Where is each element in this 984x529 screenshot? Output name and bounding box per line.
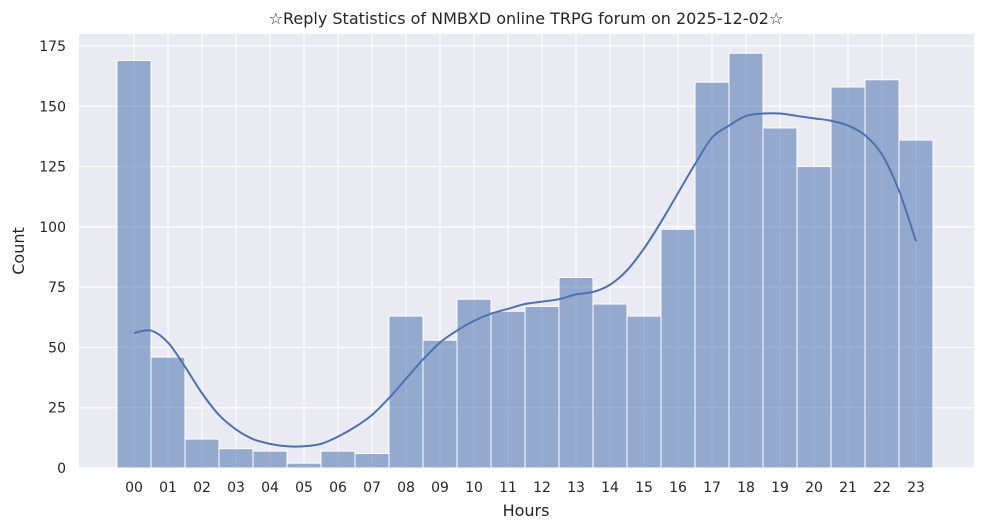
x-tick-label-09: 09 — [431, 480, 449, 496]
kde-curve — [133, 112, 917, 448]
x-tick-label-14: 14 — [601, 480, 619, 496]
bar-19 — [762, 127, 798, 469]
bar-16 — [660, 228, 696, 469]
x-tick-label-18: 18 — [737, 480, 755, 496]
bar-20 — [796, 166, 832, 469]
chart-title: ☆Reply Statistics of NMBXD online TRPG f… — [269, 9, 784, 28]
x-tick-label-02: 02 — [193, 480, 211, 496]
bar-08 — [388, 315, 424, 469]
bar-17 — [694, 81, 730, 469]
bar-06 — [320, 450, 356, 469]
x-tick-label-05: 05 — [295, 480, 313, 496]
x-axis-label: Hours — [503, 501, 550, 520]
bar-01 — [150, 356, 186, 469]
y-tick-label: 0 — [57, 461, 66, 477]
x-tick-label-04: 04 — [261, 480, 279, 496]
bar-02 — [184, 438, 220, 469]
x-tick-label-20: 20 — [805, 480, 823, 496]
x-tick-label-06: 06 — [329, 480, 347, 496]
bars — [116, 52, 934, 469]
bar-12 — [524, 305, 560, 469]
y-tick-label: 75 — [48, 280, 66, 296]
bar-11 — [490, 310, 526, 469]
x-tick-label-13: 13 — [567, 480, 585, 496]
x-tick-label-22: 22 — [873, 480, 891, 496]
x-tick-label-03: 03 — [227, 480, 245, 496]
y-axis-label: Count — [9, 227, 28, 275]
bar-21 — [830, 86, 866, 469]
bar-04 — [252, 450, 288, 469]
x-tick-label-15: 15 — [635, 480, 653, 496]
bar-10 — [456, 298, 492, 469]
bar-05 — [286, 462, 322, 469]
x-tick-label-01: 01 — [159, 480, 177, 496]
y-tick-label: 100 — [39, 220, 66, 236]
y-tick-label: 50 — [48, 340, 66, 356]
bar-13 — [558, 276, 594, 469]
y-tick-labels: 0 25 50 75 100 125 150 175 — [39, 39, 66, 477]
bar-03 — [218, 448, 254, 469]
y-tick-label: 150 — [39, 99, 66, 115]
x-tick-label-23: 23 — [907, 480, 925, 496]
x-tick-label-07: 07 — [363, 480, 381, 496]
x-tick-label-19: 19 — [771, 480, 789, 496]
bar-15 — [626, 315, 662, 469]
y-tick-label: 125 — [39, 160, 66, 176]
bar-00 — [116, 59, 152, 469]
x-tick-label-16: 16 — [669, 480, 687, 496]
x-tick-label-11: 11 — [499, 480, 517, 496]
x-tick-label-08: 08 — [397, 480, 415, 496]
bar-07 — [354, 453, 390, 469]
x-tick-labels: 00 01 02 03 04 05 06 07 08 09 10 11 12 13 14 15 16 17 18 19… — [125, 480, 925, 496]
bar-23 — [898, 139, 934, 469]
x-tick-label-21: 21 — [839, 480, 857, 496]
x-tick-label-00: 00 — [125, 480, 143, 496]
x-tick-label-10: 10 — [465, 480, 483, 496]
bar-14 — [592, 303, 628, 469]
bar-22 — [864, 79, 900, 469]
x-tick-label-12: 12 — [533, 480, 551, 496]
bar-09 — [422, 339, 458, 469]
y-tick-label: 25 — [48, 401, 66, 417]
x-tick-label-17: 17 — [703, 480, 721, 496]
y-tick-label: 175 — [39, 39, 66, 55]
